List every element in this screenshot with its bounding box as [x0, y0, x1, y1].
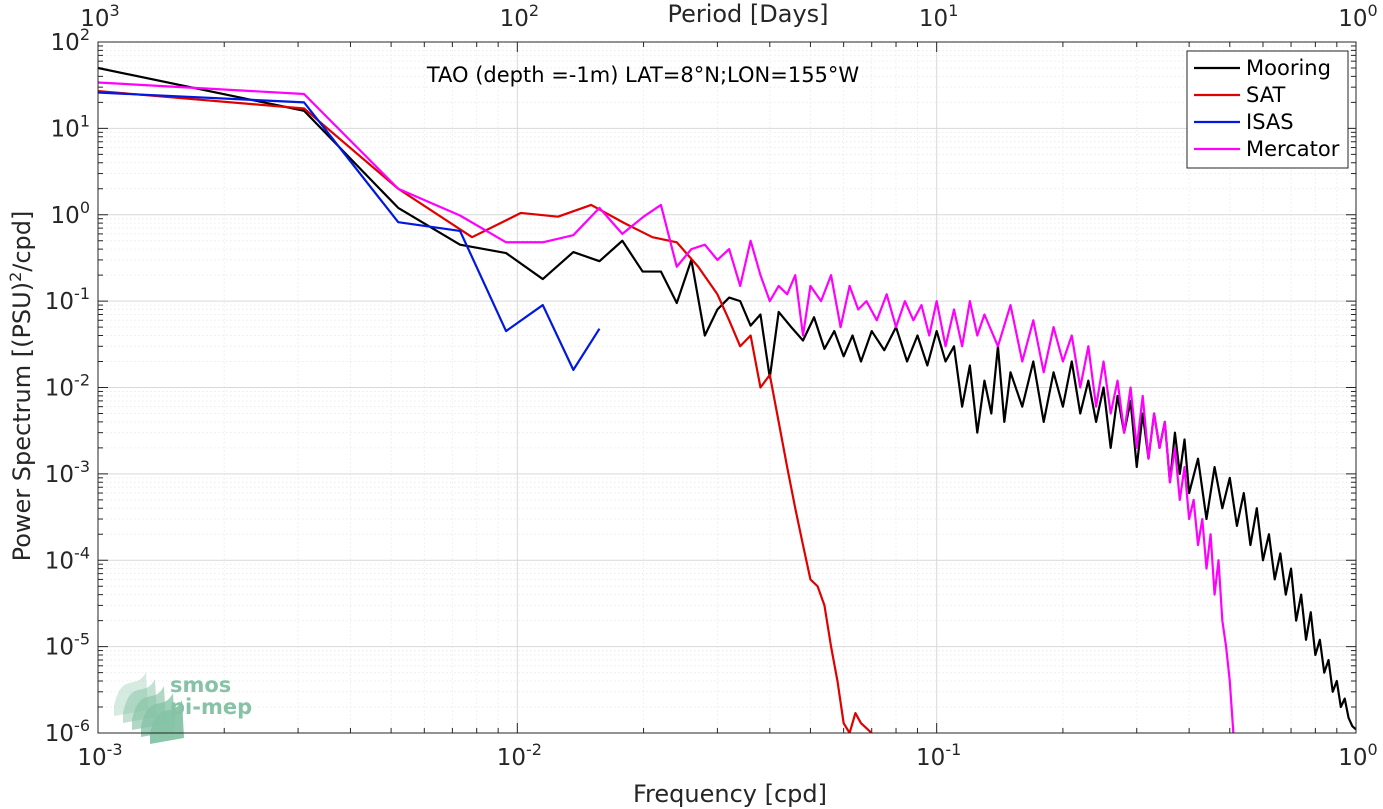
x-tick-label: 100: [1338, 740, 1377, 771]
series-line-mooring: [98, 66, 1356, 731]
x-tick-label: 10-3: [77, 740, 122, 771]
series-lines: [98, 66, 1356, 733]
top-tick-label-base: 10: [919, 6, 948, 32]
y-tick-label-base: 10: [51, 116, 80, 142]
y-tick-label-base: 10: [51, 30, 80, 56]
x-tick-label-base: 10: [77, 745, 106, 771]
x-tick-label-exponent: -3: [107, 740, 123, 759]
y-tick-label-exponent: 2: [80, 25, 90, 44]
x-tick-label-base: 10: [1338, 745, 1367, 771]
y-tick-label: 10-2: [45, 371, 90, 402]
x-tick-label-exponent: -1: [945, 740, 961, 759]
y-tick-label-base: 10: [45, 376, 74, 402]
y-axis-title-sup: 2: [6, 272, 25, 282]
top-tick-label-exponent: 1: [948, 1, 958, 20]
y-tick-label-base: 10: [45, 548, 74, 574]
y-tick-label: 10-1: [45, 284, 90, 315]
y-tick-label-base: 10: [45, 635, 74, 661]
x-tick-label-exponent: 0: [1368, 740, 1378, 759]
y-tick-label-exponent: -1: [74, 284, 90, 303]
y-tick-label-base: 10: [51, 203, 80, 229]
y-tick-label-exponent: 0: [80, 198, 90, 217]
top-tick-label: 103: [80, 1, 119, 32]
series-line-sat: [98, 90, 873, 733]
ticks: [97, 41, 1357, 734]
y-tick-label: 10-5: [45, 630, 90, 661]
top-tick-label-exponent: 2: [529, 1, 539, 20]
y-tick-label: 101: [51, 111, 90, 142]
grid: [97, 42, 1356, 734]
y-tick-label-base: 10: [45, 289, 74, 315]
y-axis-title-main: Power Spectrum [(PSU): [8, 282, 36, 561]
top-tick-label-base: 10: [1338, 6, 1367, 32]
y-tick-label-base: 10: [45, 721, 74, 747]
x-tick-label: 10-2: [497, 740, 542, 771]
y-tick-label-exponent: -4: [74, 543, 90, 562]
legend: Mooring SAT ISAS Mercator: [1186, 50, 1349, 169]
series-line-mercator: [98, 81, 1235, 733]
y-tick-label: 10-6: [45, 716, 90, 747]
top-tick-label-base: 10: [500, 6, 529, 32]
chart-annotation: TAO (depth =-1m) LAT=8°N;LON=155°W: [426, 63, 860, 87]
y-axis-title: Power Spectrum [(PSU)2/cpd]: [6, 211, 36, 562]
legend-label-sat: SAT: [1246, 83, 1285, 107]
top-tick-label-exponent: 0: [1368, 1, 1378, 20]
top-axis-title: Period [Days]: [667, 0, 828, 28]
top-tick-label: 102: [500, 1, 539, 32]
y-tick-label: 10-3: [45, 457, 90, 488]
logo-text-smos: smos: [170, 673, 231, 697]
plot-frame: [97, 41, 1357, 734]
y-tick-label: 102: [51, 25, 90, 56]
y-tick-label-exponent: -3: [74, 457, 90, 476]
top-tick-label: 101: [919, 1, 958, 32]
x-tick-label-base: 10: [916, 745, 945, 771]
y-tick-label: 10-4: [45, 543, 90, 574]
y-tick-label-base: 10: [45, 462, 74, 488]
series-line-isas: [98, 91, 601, 371]
y-tick-label-exponent: -6: [74, 716, 90, 735]
x-axis-title: Frequency [cpd]: [633, 780, 827, 808]
logo-text-pimep: pi-mep: [170, 695, 252, 719]
legend-label-isas: ISAS: [1246, 110, 1294, 134]
y-axis-title-tail: /cpd]: [8, 211, 36, 272]
y-tick-label-exponent: -2: [74, 371, 90, 390]
x-tick-label-exponent: -2: [526, 740, 542, 759]
x-tick-label-base: 10: [497, 745, 526, 771]
x-tick-label: 10-1: [916, 740, 961, 771]
y-tick-label: 100: [51, 198, 90, 229]
y-tick-label-exponent: 1: [80, 111, 90, 130]
top-tick-label-base: 10: [80, 6, 109, 32]
legend-label-mercator: Mercator: [1246, 137, 1340, 161]
top-tick-label: 100: [1338, 1, 1377, 32]
legend-label-mooring: Mooring: [1246, 56, 1331, 80]
y-tick-label-exponent: -5: [74, 630, 90, 649]
top-tick-label-exponent: 3: [110, 1, 120, 20]
